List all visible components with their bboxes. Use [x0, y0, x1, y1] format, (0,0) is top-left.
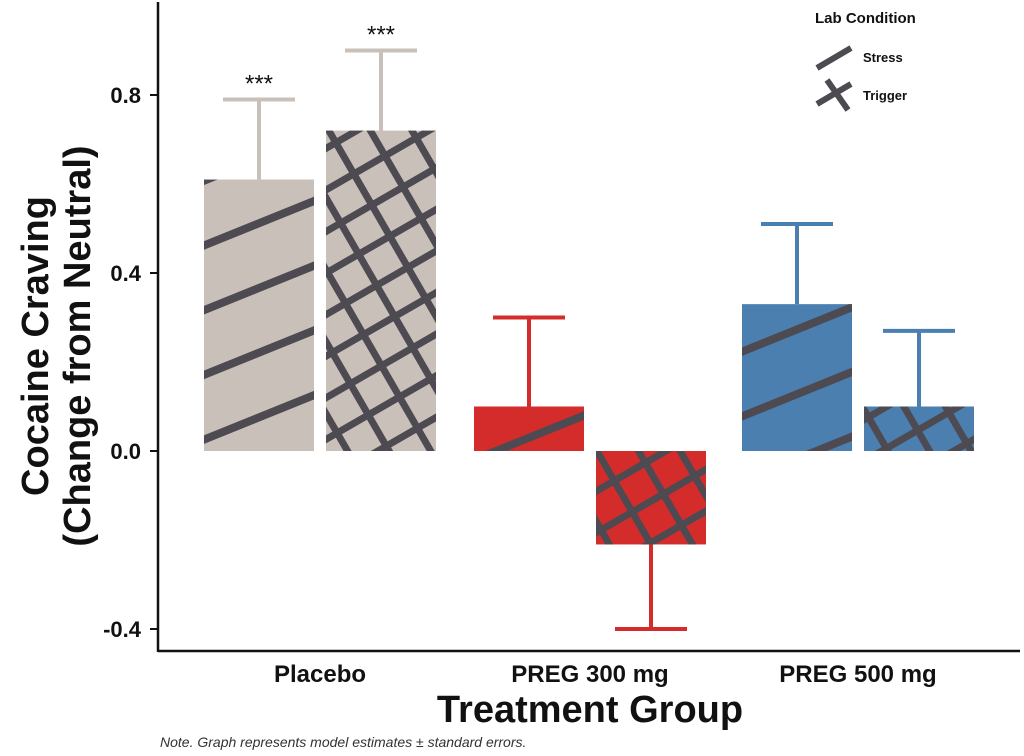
bar-preg-300-mg-stress: [474, 406, 584, 451]
axes: [156, 2, 1020, 653]
bar-hatch-preg-300-mg-stress: [474, 406, 584, 451]
y-axis-title: Cocaine Craving (Change from Neutral): [15, 145, 99, 546]
bar-preg-500-mg-stress: [742, 304, 852, 451]
y-axis-title-line2: (Change from Neutral): [57, 145, 99, 546]
y-tick-label: 0.8: [110, 83, 141, 108]
y-tick-label: -0.4: [103, 617, 142, 642]
significance-placebo-stress: ***: [245, 70, 273, 97]
bar-placebo-stress: [204, 179, 314, 452]
y-axis-title-line1: Cocaine Craving: [15, 196, 57, 496]
footnote: Note. Graph represents model estimates ±…: [160, 734, 527, 750]
x-axis-title: Treatment Group: [437, 689, 743, 731]
x-category-label: PREG 300 mg: [511, 661, 668, 688]
x-category-label: Placebo: [274, 661, 366, 688]
significance-marks: *** ***: [245, 22, 395, 98]
bars: [204, 130, 974, 545]
bar-hatch-preg-500-mg-trigger: [864, 406, 974, 451]
y-tick-label: 0.4: [110, 261, 141, 286]
bar-placebo-trigger: [326, 130, 436, 451]
error-bars: [223, 48, 955, 631]
legend-title: Lab Condition: [815, 10, 916, 27]
y-tick-label: 0.0: [110, 439, 141, 464]
legend-stress-swatch: [815, 45, 853, 71]
legend-stress-label: Stress: [863, 50, 903, 65]
bar-preg-300-mg-trigger: [596, 451, 706, 545]
bar-preg-500-mg-trigger: [864, 406, 974, 451]
x-category-label: PREG 500 mg: [779, 661, 936, 688]
bar-hatch-preg-500-mg-stress: [742, 304, 852, 451]
y-ticks: 0.8 0.4 0.0 -0.4: [103, 83, 158, 642]
legend-trigger-swatch-b: [824, 78, 851, 112]
bar-hatch-placebo-stress: [204, 179, 314, 452]
significance-placebo-trigger: ***: [367, 22, 395, 49]
legend: Lab Condition Stress Trigger: [815, 10, 916, 112]
x-category-labels: Placebo PREG 300 mg PREG 500 mg: [274, 661, 937, 688]
bar-hatch-placebo-trigger: [326, 130, 436, 451]
bar-hatch-preg-300-mg-trigger: [596, 451, 706, 545]
legend-trigger-label: Trigger: [863, 88, 907, 103]
